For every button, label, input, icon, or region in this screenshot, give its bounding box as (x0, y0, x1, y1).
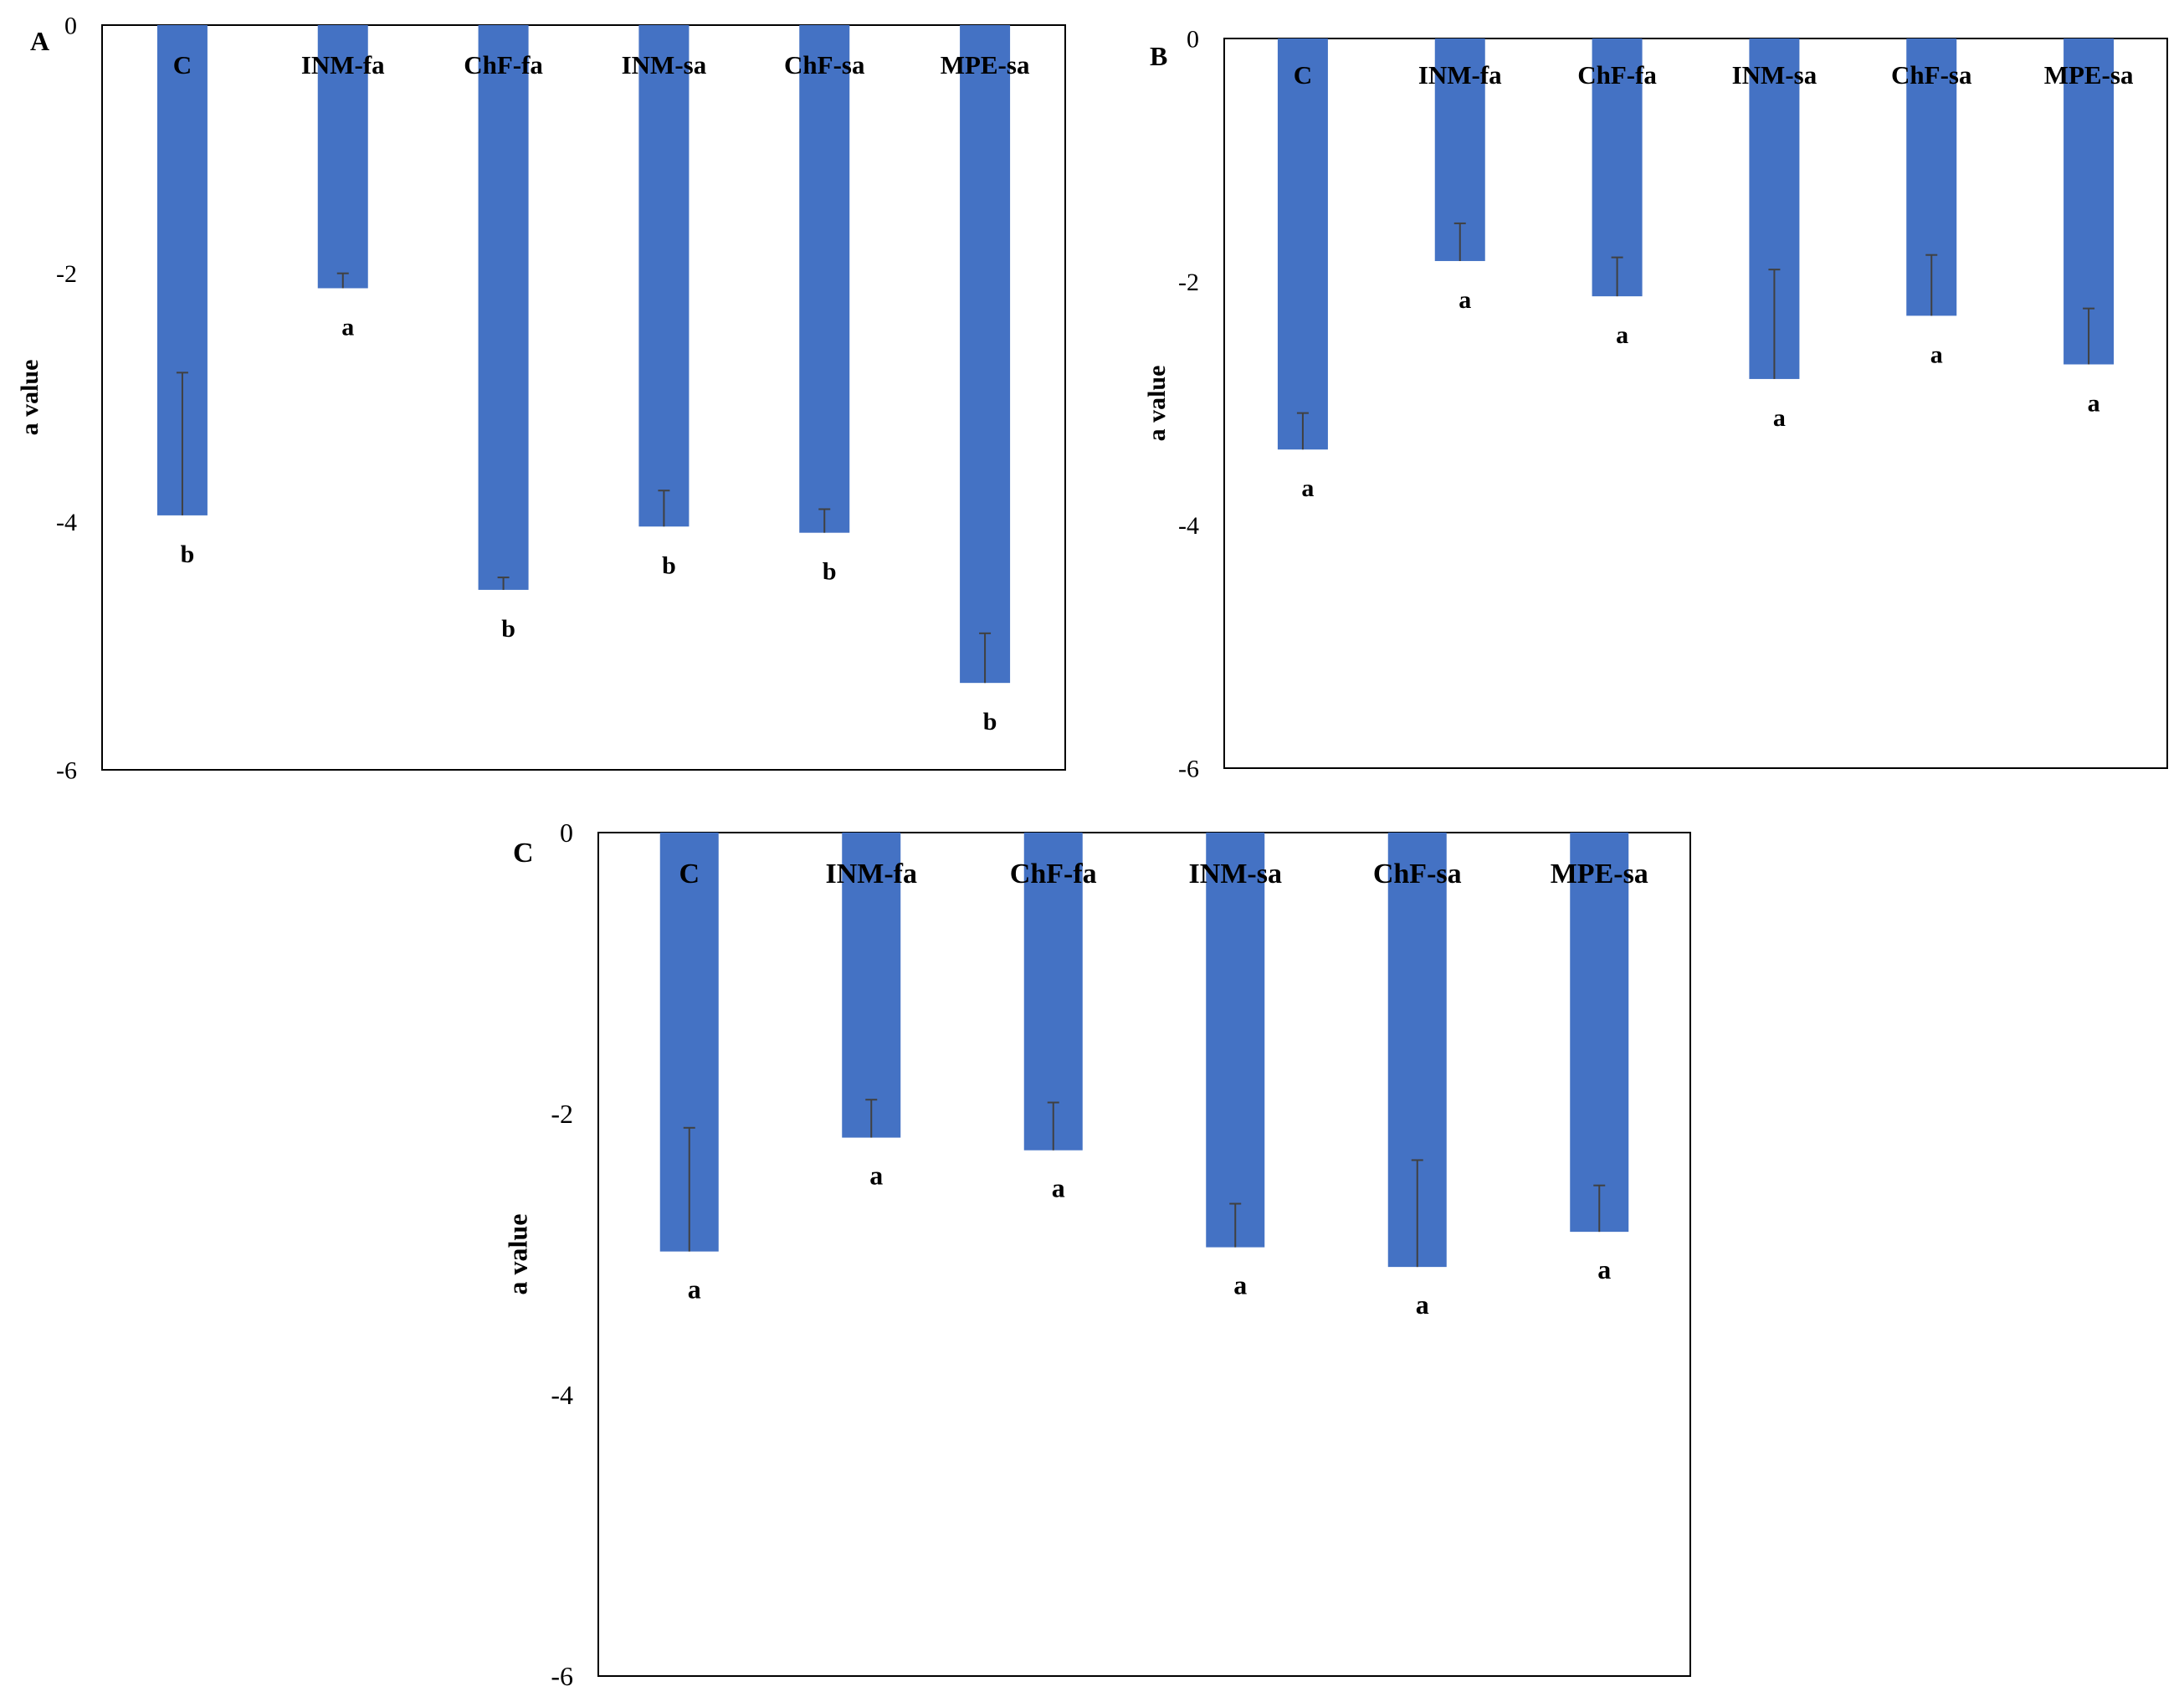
y-tick-label: 0 (64, 13, 77, 40)
category-label: INM-fa (1418, 60, 1502, 90)
category-label: MPE-sa (941, 50, 1030, 79)
category-label: INM-fa (825, 859, 917, 889)
significance-letter: a (1052, 1173, 1065, 1203)
category-label: C (679, 859, 700, 889)
y-tick-label: 0 (1187, 26, 1199, 54)
category-label: MPE-sa (1551, 859, 1648, 889)
y-tick-label: -2 (551, 1099, 573, 1129)
category-label: C (173, 50, 192, 79)
plot-frame (597, 832, 1691, 1677)
significance-letter: a (869, 1161, 883, 1191)
y-tick-label: -4 (1178, 512, 1199, 540)
category-label: C (1294, 60, 1312, 90)
bar (1023, 833, 1083, 1151)
bar (842, 833, 901, 1138)
y-tick-label: -2 (1178, 269, 1199, 296)
y-tick-label: 0 (560, 818, 573, 848)
chart-panel-c: C0-2-4-6a valueCaINM-faaChF-faaINM-saaCh… (502, 818, 1691, 1691)
y-tick-label: -2 (56, 260, 77, 288)
panel-letter: A (30, 26, 49, 56)
significance-letter: b (501, 615, 515, 643)
y-axis-title: a value (1143, 366, 1171, 442)
category-label: INM-sa (1732, 60, 1817, 90)
bar (317, 25, 368, 289)
y-tick-label: -6 (551, 1661, 573, 1691)
significance-letter: a (1233, 1270, 1247, 1300)
bar (638, 25, 690, 527)
significance-letter: a (1416, 1289, 1429, 1320)
bar (1592, 38, 1643, 297)
bar (960, 25, 1011, 684)
panel-letter: B (1150, 41, 1167, 71)
y-tick-label: -6 (1178, 756, 1199, 783)
significance-letter: b (823, 558, 837, 586)
significance-letter: a (341, 313, 354, 341)
category-label: ChF-fa (1010, 859, 1097, 889)
bar (799, 25, 850, 533)
plot-frame (1223, 38, 2168, 769)
y-tick-label: -4 (56, 509, 77, 536)
y-tick-label: -6 (56, 757, 77, 785)
bar (478, 25, 529, 590)
bar (1206, 833, 1265, 1248)
chart-panel-a: A 0 -2 -4 -6 a value Cb INM-fa a ChF-fa b INM-sa b Ch… (16, 13, 1066, 785)
y-axis-title: a value (16, 360, 44, 436)
category-label: ChF-fa (1577, 60, 1657, 90)
significance-letter: b (662, 551, 676, 579)
category-label: ChF-sa (784, 50, 865, 79)
category-label: INM-sa (1189, 859, 1282, 889)
panel-letter: C (513, 838, 534, 869)
category-label: ChF-fa (464, 50, 543, 79)
significance-letter: a (1616, 321, 1628, 349)
category-label: MPE-sa (2044, 60, 2134, 90)
category-label: ChF-sa (1373, 859, 1462, 889)
significance-letter: a (1930, 341, 1943, 368)
significance-letter: a (688, 1274, 701, 1305)
category-label: INM-sa (622, 50, 707, 79)
significance-letter: a (1597, 1254, 1611, 1284)
significance-letter: a (1773, 404, 1786, 432)
chart-panel-b: B0 -2 -4 -6 a value Ca INM-fa a ChF-fa a INM-sa a Ch… (1143, 26, 2168, 783)
y-axis-title: a value (502, 1214, 532, 1295)
significance-letter: a (1459, 286, 1471, 314)
bar (1570, 833, 1629, 1233)
y-tick-label: -4 (551, 1380, 573, 1410)
plot-frame (101, 24, 1066, 771)
significance-letter: a (2088, 389, 2100, 417)
category-label: INM-fa (301, 50, 385, 79)
bar (1277, 38, 1328, 450)
significance-letter: b (181, 541, 195, 568)
significance-letter: b (983, 708, 997, 736)
significance-letter: a (1301, 474, 1314, 502)
category-label: ChF-sa (1891, 60, 1972, 90)
